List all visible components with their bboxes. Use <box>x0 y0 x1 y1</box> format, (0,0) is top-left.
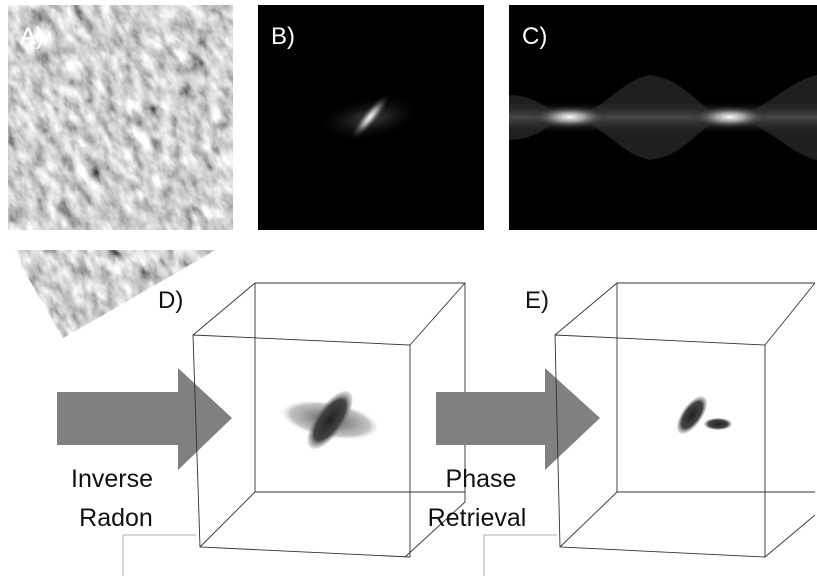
figure: A) A) B) C) Inverse Radon D) Phase <box>0 0 817 576</box>
peak <box>530 105 610 129</box>
cube-edge <box>123 535 196 576</box>
arrow-label: Radon <box>79 504 153 532</box>
arrow: Phase Retrieval <box>428 368 600 532</box>
cube-edge <box>555 335 765 557</box>
panel-b: B) <box>258 5 484 230</box>
arrow-label: Retrieval <box>428 504 527 532</box>
mask <box>233 0 258 240</box>
density <box>704 418 732 430</box>
mask <box>0 230 258 250</box>
arrow-shape <box>436 368 600 470</box>
mask <box>0 0 258 5</box>
cube-edge <box>193 335 410 557</box>
density <box>671 391 713 439</box>
panel-label: A) <box>20 23 44 50</box>
panel-label: E) <box>525 287 549 314</box>
arrow-shape <box>57 368 232 470</box>
arrow-label: Phase <box>446 465 517 493</box>
panel-label: B) <box>271 23 295 50</box>
arrow: Inverse Radon <box>57 368 232 532</box>
panel-c: C) <box>509 5 817 230</box>
peak <box>690 105 770 129</box>
panel-label: D) <box>158 287 183 314</box>
panel-label: C) <box>522 23 547 50</box>
mask <box>0 0 8 240</box>
arrow-label: Inverse <box>71 465 153 493</box>
cube-edge <box>484 535 557 576</box>
